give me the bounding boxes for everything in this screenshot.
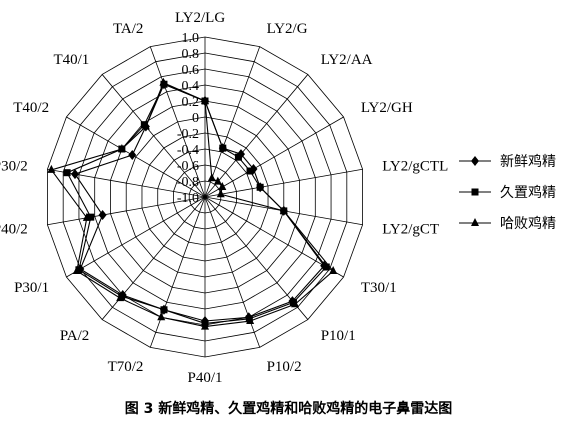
axis-label: LY2/AA [321, 52, 373, 68]
triangle-marker [201, 96, 209, 104]
square-marker [160, 306, 168, 314]
diamond-marker [471, 156, 479, 166]
tick-label: 0 [192, 111, 199, 126]
axis-label: T40/1 [53, 52, 89, 68]
tick-label: 1.0 [182, 31, 200, 46]
triangle-marker [216, 189, 225, 198]
axis-label: LY2/GH [361, 100, 413, 116]
radial-tick-labels: 1.00.80.60.40.20-0.2-0.4-0.6-0.8-1.0 [177, 31, 199, 206]
triangle-marker [157, 312, 166, 321]
square-marker [63, 169, 71, 177]
tick-label: -0.8 [177, 175, 199, 190]
triangle-marker [329, 266, 338, 274]
diamond-marker [98, 210, 107, 221]
triangle-marker [218, 182, 227, 190]
axis-label: P40/2 [0, 221, 28, 237]
diamond-marker [71, 169, 80, 180]
tick-label: -0.6 [177, 159, 199, 174]
axis-label: TA/2 [113, 21, 143, 37]
axis-spoke [204, 74, 309, 198]
series-triangle [47, 77, 338, 330]
triangle-marker [201, 321, 209, 330]
axis-spoke [204, 46, 261, 198]
legend-label: 新鲜鸡精 [500, 153, 556, 170]
axis-label: P10/1 [321, 328, 356, 344]
triangle-marker [116, 293, 125, 302]
axis-label: P10/2 [267, 359, 302, 375]
legend-label: 久置鸡精 [500, 184, 556, 201]
triangle-marker [290, 299, 299, 308]
tick-label: 0.4 [182, 79, 200, 94]
axis-label: PA/2 [60, 328, 89, 344]
square-marker [219, 144, 227, 152]
triangle-marker [72, 266, 81, 274]
figure-caption: 图 3 新鲜鸡精、久置鸡精和哈败鸡精的电子鼻雷达图 [124, 401, 453, 417]
axis-label: T40/2 [13, 100, 49, 116]
axis-spoke [204, 116, 344, 198]
tick-label: -0.2 [177, 127, 199, 142]
axis-label: LY2/gCTL [382, 159, 448, 175]
legend-label: 哈败鸡精 [500, 215, 556, 232]
axis-spoke [66, 196, 206, 278]
triangle-marker [117, 144, 126, 152]
triangle-marker [213, 176, 222, 185]
diamond-marker [128, 150, 137, 160]
tick-label: -0.4 [177, 143, 199, 158]
triangle-marker [279, 205, 288, 214]
tick-label: 0.8 [182, 47, 200, 62]
radar-chart: 1.00.80.60.40.20-0.2-0.4-0.6-0.8-1.0 LY2… [0, 10, 556, 386]
axis-spoke [204, 196, 344, 278]
square-marker [87, 213, 95, 221]
triangle-marker [82, 212, 91, 221]
triangle-marker [246, 316, 255, 325]
triangle-marker [471, 218, 479, 226]
square-marker [234, 153, 242, 161]
square-marker [246, 167, 254, 175]
triangle-marker [207, 173, 216, 182]
axis-label: T70/2 [108, 359, 144, 375]
tick-label: 0.2 [182, 95, 200, 110]
axis-spoke [204, 196, 261, 348]
square-marker [471, 188, 479, 196]
axis-label: LY2/G [267, 21, 308, 37]
square-marker [322, 263, 330, 271]
axis-label: P40/1 [187, 370, 222, 386]
axis-labels: LY2/LG LY2/G LY2/AA LY2/GH LY2/gCTL LY2/gCT T3… [0, 10, 448, 386]
series-line [74, 83, 325, 322]
axis-label: P30/1 [14, 280, 49, 296]
axis-label: LY2/gCT [382, 221, 439, 237]
axis-spoke [149, 46, 206, 198]
tick-label: -1.0 [177, 191, 199, 206]
radar-grid [47, 36, 363, 358]
triangle-marker [47, 164, 56, 173]
triangle-marker [159, 77, 168, 86]
axis-label: LY2/LG [175, 10, 225, 26]
axis-spoke [149, 196, 206, 348]
axis-label: P30/2 [0, 159, 28, 175]
axis-spoke [101, 74, 206, 198]
axis-spoke [204, 168, 363, 198]
tick-label: 0.6 [182, 63, 200, 78]
axis-spoke [66, 116, 206, 198]
data-series [47, 77, 338, 330]
square-marker [256, 183, 264, 191]
triangle-marker [141, 121, 150, 130]
axis-label: T30/1 [361, 280, 397, 296]
square-marker [75, 266, 83, 274]
axis-spoke [47, 196, 206, 226]
